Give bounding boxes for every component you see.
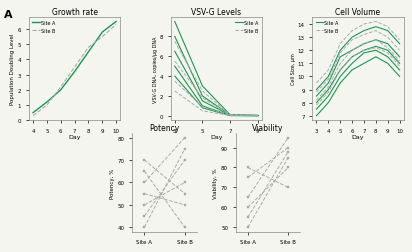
Site A [30, 112, 35, 115]
Legend: Site A, Site B: Site A, Site B [31, 20, 56, 34]
Site B [114, 24, 119, 27]
Text: A: A [4, 10, 13, 20]
Site A [44, 101, 49, 104]
Site B [100, 36, 105, 39]
Site B [255, 114, 260, 117]
Line: Site A: Site A [175, 22, 258, 116]
Y-axis label: VSV-G DNA, copies/μg DNA: VSV-G DNA, copies/μg DNA [153, 36, 158, 102]
Y-axis label: Cell Size, μm: Cell Size, μm [291, 53, 296, 85]
Site B [385, 26, 390, 29]
Site B [86, 47, 91, 50]
Title: VSV-G Levels: VSV-G Levels [191, 8, 241, 17]
Site A [314, 95, 319, 98]
Site B [44, 104, 49, 107]
Site A [255, 114, 260, 117]
Site A [361, 43, 366, 46]
Legend: Site A, Site B: Site A, Site B [315, 20, 340, 34]
Site A [326, 82, 331, 85]
Title: Potency: Potency [150, 124, 180, 133]
Site A [350, 50, 355, 53]
Site A [114, 21, 119, 24]
Site A [338, 56, 343, 59]
Site A [397, 56, 402, 59]
Line: Site A: Site A [316, 41, 400, 97]
Site B [172, 41, 177, 44]
X-axis label: Day: Day [352, 135, 364, 140]
Site B [314, 82, 319, 85]
Site B [361, 23, 366, 26]
Site A [86, 51, 91, 54]
Site B [58, 86, 63, 89]
X-axis label: Day: Day [210, 135, 222, 140]
Y-axis label: Viability, %: Viability, % [213, 167, 218, 198]
Site A [385, 43, 390, 46]
Site B [72, 66, 77, 69]
Site A [58, 89, 63, 92]
Site A [100, 32, 105, 35]
Site B [338, 43, 343, 46]
Title: Growth rate: Growth rate [52, 8, 98, 17]
Site B [350, 30, 355, 33]
Site A [228, 114, 233, 117]
Site A [72, 71, 77, 74]
Site A [200, 85, 205, 88]
Legend: Site A, Site B: Site A, Site B [234, 20, 260, 34]
Site B [200, 90, 205, 93]
Site B [228, 114, 233, 117]
Line: Site A: Site A [33, 22, 116, 113]
Line: Site B: Site B [175, 42, 258, 116]
Title: Cell Volume: Cell Volume [335, 8, 381, 17]
X-axis label: Day: Day [68, 135, 81, 140]
Title: Viability: Viability [252, 124, 284, 133]
Site B [397, 39, 402, 42]
Line: Site B: Site B [316, 22, 400, 84]
Site B [373, 21, 378, 24]
Site A [373, 39, 378, 42]
Site B [30, 115, 35, 118]
Y-axis label: Potency, %: Potency, % [110, 168, 115, 198]
Site A [172, 21, 177, 24]
Y-axis label: Population Doubling Level: Population Doubling Level [10, 34, 15, 105]
Site B [326, 69, 331, 72]
Line: Site B: Site B [33, 25, 116, 116]
